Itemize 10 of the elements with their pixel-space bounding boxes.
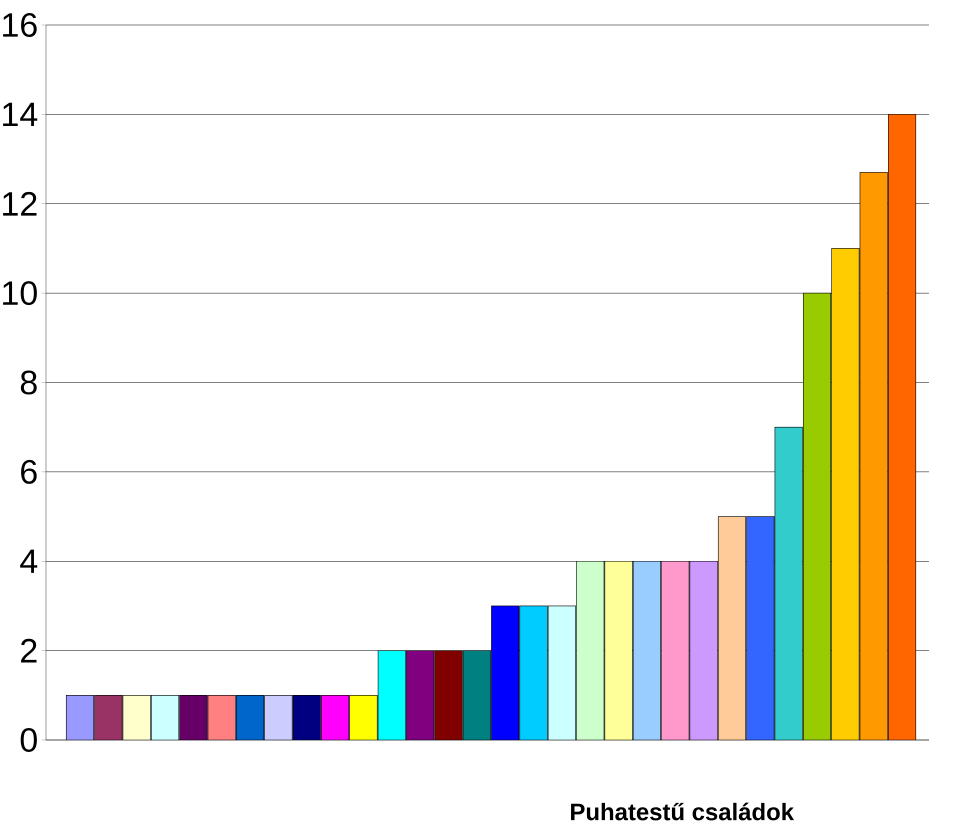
y-tick-label: 10 (3, 281, 37, 306)
y-tick-label: 8 (20, 370, 37, 394)
x-axis-title: Puhatestű családok (571, 802, 794, 820)
y-tick-label: 2 (21, 638, 37, 662)
y-tick-label: 4 (20, 550, 38, 573)
y-tick-label: 16 (3, 13, 37, 37)
y-tick-label: 14 (3, 102, 38, 126)
y-tick-label: 12 (3, 192, 37, 216)
y-tick-label: 6 (21, 460, 37, 484)
y-tick-label: 0 (20, 728, 37, 752)
